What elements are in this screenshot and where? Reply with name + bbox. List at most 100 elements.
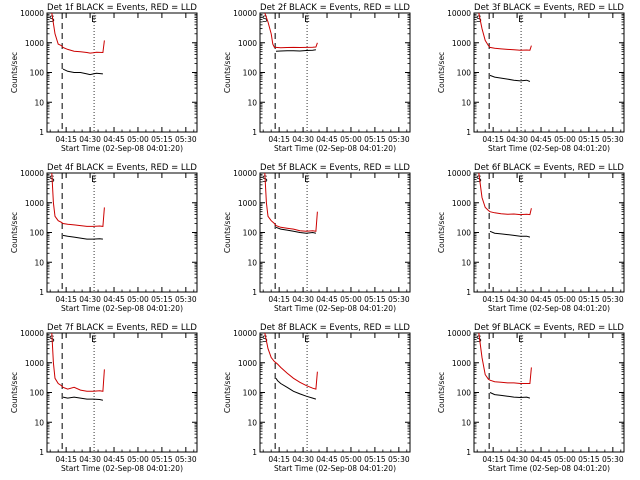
x-axis-label: Start Time (02-Sep-08 04:01:20) [488, 464, 610, 473]
start-marker-label: S [476, 335, 482, 345]
series-line-lld [51, 332, 105, 392]
start-marker-label: S [49, 15, 55, 25]
y-tick-label: 100 [243, 229, 258, 238]
y-axis-label: Counts/sec [437, 212, 446, 253]
x-tick-label: 04:15 [482, 455, 504, 464]
x-tick-label: 05:00 [340, 455, 362, 464]
series-line-lld [51, 172, 105, 227]
plot-frame [259, 172, 411, 293]
x-axis-label: Start Time (02-Sep-08 04:01:20) [488, 144, 610, 153]
plot-frame [259, 332, 411, 453]
series-line-lld [478, 12, 532, 51]
y-tick-label: 10000 [233, 9, 257, 18]
x-tick-label: 04:45 [316, 455, 338, 464]
y-tick-label: 100 [457, 389, 472, 398]
y-tick-label: 10000 [447, 169, 471, 178]
panel-title: Det 2f BLACK = Events, RED = LLD [260, 3, 410, 13]
x-tick-label: 05:30 [175, 135, 197, 144]
x-tick-label: 05:00 [554, 295, 576, 304]
x-axis-label: Start Time (02-Sep-08 04:01:20) [488, 304, 610, 313]
detector-panel-8: Det 8f BLACK = Events, RED = LLD 1 10 100 10… [223, 323, 411, 473]
detector-panel-9: Det 9f BLACK = Events, RED = LLD 1 10 100 10… [437, 323, 625, 473]
series-line-lld [264, 172, 318, 232]
y-axis-label: Counts/sec [10, 372, 19, 413]
y-tick-label: 1 [252, 448, 257, 457]
x-tick-label: 05:30 [388, 135, 410, 144]
x-tick-label: 05:00 [554, 455, 576, 464]
y-axis-label: Counts/sec [223, 52, 232, 93]
x-tick-label: 05:00 [127, 135, 149, 144]
series-line-lld [478, 172, 532, 216]
plot-frame [473, 172, 625, 293]
y-tick-label: 10 [247, 258, 257, 267]
panel-title: Det 6f BLACK = Events, RED = LLD [474, 163, 624, 173]
x-tick-label: 04:30 [79, 135, 101, 144]
series-line-events [489, 392, 531, 399]
x-tick-label: 04:45 [103, 455, 125, 464]
y-tick-label: 1000 [25, 199, 44, 208]
panel-title: Det 7f BLACK = Events, RED = LLD [47, 323, 197, 333]
y-tick-label: 1000 [452, 39, 471, 48]
x-tick-label: 05:15 [364, 455, 386, 464]
detector-panel-7: Det 7f BLACK = Events, RED = LLD 1 10 100 10… [10, 323, 198, 473]
x-tick-label: 04:30 [292, 295, 314, 304]
plot-frame [46, 12, 198, 133]
detector-panel-1: Det 1f BLACK = Events, RED = LLD 1 10 100 10… [10, 3, 198, 153]
y-tick-label: 10000 [233, 169, 257, 178]
x-axis-label: Start Time (02-Sep-08 04:01:20) [274, 304, 396, 313]
y-axis-label: Counts/sec [10, 52, 19, 93]
detector-panel-4: Det 4f BLACK = Events, RED = LLD 1 10 100 10… [10, 163, 198, 313]
series-line-events [62, 68, 103, 76]
x-tick-label: 04:15 [268, 295, 290, 304]
y-tick-label: 100 [243, 389, 258, 398]
y-tick-label: 10000 [447, 329, 471, 338]
x-tick-label: 05:15 [364, 135, 386, 144]
x-tick-label: 04:30 [506, 455, 528, 464]
x-tick-label: 04:15 [55, 455, 77, 464]
y-tick-label: 100 [457, 229, 472, 238]
end-marker-label: E [518, 335, 524, 345]
x-tick-label: 05:00 [340, 295, 362, 304]
panel-title: Det 4f BLACK = Events, RED = LLD [47, 163, 197, 173]
y-axis-label: Counts/sec [437, 372, 446, 413]
y-tick-label: 1000 [238, 359, 257, 368]
y-tick-label: 1000 [238, 39, 257, 48]
y-tick-label: 10 [247, 418, 257, 427]
x-tick-label: 04:45 [530, 295, 552, 304]
y-tick-label: 100 [30, 69, 45, 78]
x-tick-label: 04:15 [268, 455, 290, 464]
y-tick-label: 10 [247, 98, 257, 107]
x-tick-label: 05:15 [151, 455, 173, 464]
x-tick-label: 04:15 [482, 295, 504, 304]
start-marker-label: S [476, 15, 482, 25]
x-tick-label: 05:30 [175, 295, 197, 304]
y-tick-label: 1 [39, 448, 44, 457]
x-tick-label: 04:30 [292, 135, 314, 144]
series-line-events [62, 396, 104, 401]
y-tick-label: 100 [457, 69, 472, 78]
y-tick-label: 10000 [20, 9, 44, 18]
y-axis-label: Counts/sec [223, 372, 232, 413]
plot-frame [46, 332, 198, 453]
y-tick-label: 1000 [452, 199, 471, 208]
series-line-lld [264, 332, 318, 390]
x-axis-label: Start Time (02-Sep-08 04:01:20) [61, 304, 183, 313]
x-tick-label: 04:15 [482, 135, 504, 144]
y-tick-label: 1 [39, 288, 44, 297]
plot-frame [473, 332, 625, 453]
x-tick-label: 04:45 [530, 455, 552, 464]
x-tick-label: 04:30 [292, 455, 314, 464]
plot-frame [473, 12, 625, 133]
x-axis-label: Start Time (02-Sep-08 04:01:20) [61, 144, 183, 153]
y-tick-label: 10 [461, 98, 471, 107]
y-tick-label: 1 [466, 128, 471, 137]
y-tick-label: 10000 [447, 9, 471, 18]
x-tick-label: 04:30 [79, 455, 101, 464]
start-marker-label: S [262, 15, 268, 25]
y-tick-label: 1 [466, 288, 471, 297]
y-tick-label: 1 [466, 448, 471, 457]
x-tick-label: 05:30 [388, 455, 410, 464]
panel-title: Det 5f BLACK = Events, RED = LLD [260, 163, 410, 173]
panel-title: Det 1f BLACK = Events, RED = LLD [47, 3, 197, 13]
